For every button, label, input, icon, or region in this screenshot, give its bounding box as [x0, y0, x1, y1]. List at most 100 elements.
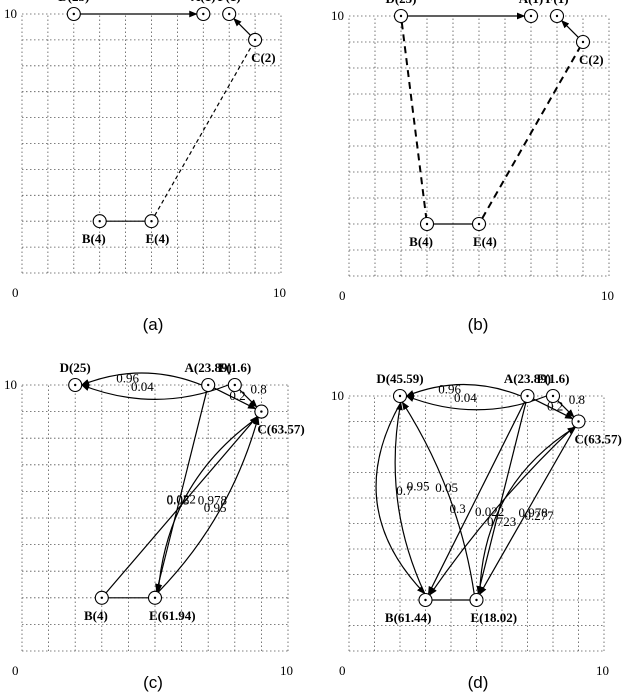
edge-weight-label: 0.7: [396, 483, 413, 498]
edge-C-B: [429, 425, 575, 596]
node-center-dot: [399, 14, 403, 18]
edge-weight-label: 0.05: [435, 480, 458, 495]
node-F: F(1): [545, 0, 569, 24]
node-C: C(2): [248, 32, 276, 65]
node-center-dot: [577, 420, 580, 423]
node-center-dot: [100, 596, 104, 599]
axis-ymax-label: 10: [4, 377, 17, 392]
edges: [80, 10, 253, 222]
edge-C-E: [155, 416, 259, 593]
edge-A-E: [476, 402, 527, 595]
node-D: D(25): [58, 0, 89, 22]
node-label: C(2): [579, 52, 604, 67]
grid: [21, 384, 289, 652]
node-label: A(23.89): [185, 360, 232, 375]
node-label: F(1.6): [537, 371, 570, 386]
node-label: A(23.89): [504, 371, 551, 386]
node-center-dot: [228, 12, 231, 16]
axis-xmax-label: 10: [596, 663, 609, 678]
node-A: A(1): [519, 0, 544, 24]
edge-A-C: [533, 398, 574, 420]
edge-weight-label: 0.95: [407, 479, 430, 494]
grid: [348, 15, 610, 277]
node-center-dot: [72, 12, 76, 16]
edge-weight-label: 0.3: [450, 501, 466, 516]
node-A: A(1): [191, 0, 216, 22]
node-B: B(4): [409, 216, 435, 249]
node-label: C(63.57): [257, 422, 304, 437]
node-A: A(23.89): [185, 360, 232, 393]
edge-D-B: [400, 22, 428, 218]
node-center-dot: [551, 394, 555, 398]
node-label: B(61.44): [385, 610, 432, 625]
axis-xmax-label: 10: [601, 288, 614, 303]
node-center-dot: [581, 40, 585, 44]
axis-origin-label: 0: [339, 663, 346, 678]
node-label: E(4): [146, 231, 170, 246]
edge-weight-label: 0.8: [569, 392, 585, 407]
node-F: F(1.6): [537, 371, 570, 404]
node-label: E(4): [473, 234, 497, 249]
node-D: D(45.59): [376, 371, 424, 404]
node-label: B(4): [409, 234, 433, 249]
node-label: B(4): [84, 608, 108, 623]
axis-xmax-label: 10: [273, 285, 286, 300]
edge-A-C: [213, 387, 257, 410]
axis-ymax-label: 10: [331, 388, 344, 403]
node-center-dot: [98, 220, 101, 223]
nodes: D(45.59) A(23.89)F(1.6) C(63.57) B(61.44) E(…: [376, 371, 621, 625]
edge-E-C: [157, 416, 260, 593]
node-B: B(4): [82, 214, 107, 246]
node-label: C(63.57): [575, 432, 622, 447]
node-label: F(1): [545, 0, 568, 6]
axis-ymax-label: 10: [4, 6, 17, 21]
node-center-dot: [260, 410, 263, 413]
panel-caption: (b): [468, 315, 489, 334]
node-label: E(18.02): [471, 610, 518, 625]
axis-origin-label: 0: [12, 285, 19, 300]
node-label: F(1.6): [218, 360, 251, 375]
edge-weight-label: 0.277: [525, 508, 555, 523]
edge-E-C: [154, 45, 253, 216]
node-C: C(63.57): [254, 404, 305, 437]
node-label: D(25): [58, 0, 89, 4]
edge-C-F: [561, 20, 579, 38]
node-center-dot: [398, 394, 402, 398]
node-F: F(1): [218, 0, 241, 22]
axis-ymax-label: 10: [331, 8, 344, 23]
node-A: A(23.89): [504, 371, 551, 404]
node-label: A(1): [519, 0, 544, 6]
node-center-dot: [529, 14, 533, 18]
panel-caption: (a): [143, 315, 164, 334]
node-center-dot: [425, 222, 429, 226]
node-center-dot: [253, 38, 257, 42]
node-label: B(4): [82, 231, 106, 246]
edge-weight-label: 0.978: [198, 493, 227, 508]
edge-weight-label: 0.96: [116, 371, 139, 386]
edge-A-B: [427, 401, 526, 595]
node-center-dot: [233, 383, 236, 387]
nodes: D(25) A(23.89)F(1.6) C(63.57) B(4) E(61.94): [60, 360, 305, 623]
node-center-dot: [526, 394, 529, 398]
edge-weight-label: 0.95: [204, 500, 227, 515]
node-label: C(2): [251, 50, 276, 65]
edge-weight-label: 0.723: [487, 514, 516, 529]
edge-weight-label: 0.96: [438, 382, 461, 397]
node-E: E(18.02): [469, 592, 518, 625]
panel-b: 0 10 10 D(25) A(1)F(1) C(2) B(4) E(4) (b): [331, 0, 614, 334]
edge-weight-label: 0.04: [454, 390, 477, 405]
node-B: B(61.44): [385, 592, 433, 625]
edge-E-C: [481, 47, 581, 219]
edge-weight-label: 0.022: [167, 491, 196, 506]
nodes: D(25) A(1)F(1) C(2) B(4) E(4): [385, 0, 603, 249]
node-label: F(1): [218, 0, 241, 4]
edge-weight-label: 0.8: [251, 382, 267, 397]
edge-A-E: [155, 391, 208, 593]
node-label: E(61.94): [149, 608, 196, 623]
node-center-dot: [74, 383, 77, 387]
node-D: D(25): [385, 0, 417, 24]
edge-C-F: [233, 18, 251, 36]
